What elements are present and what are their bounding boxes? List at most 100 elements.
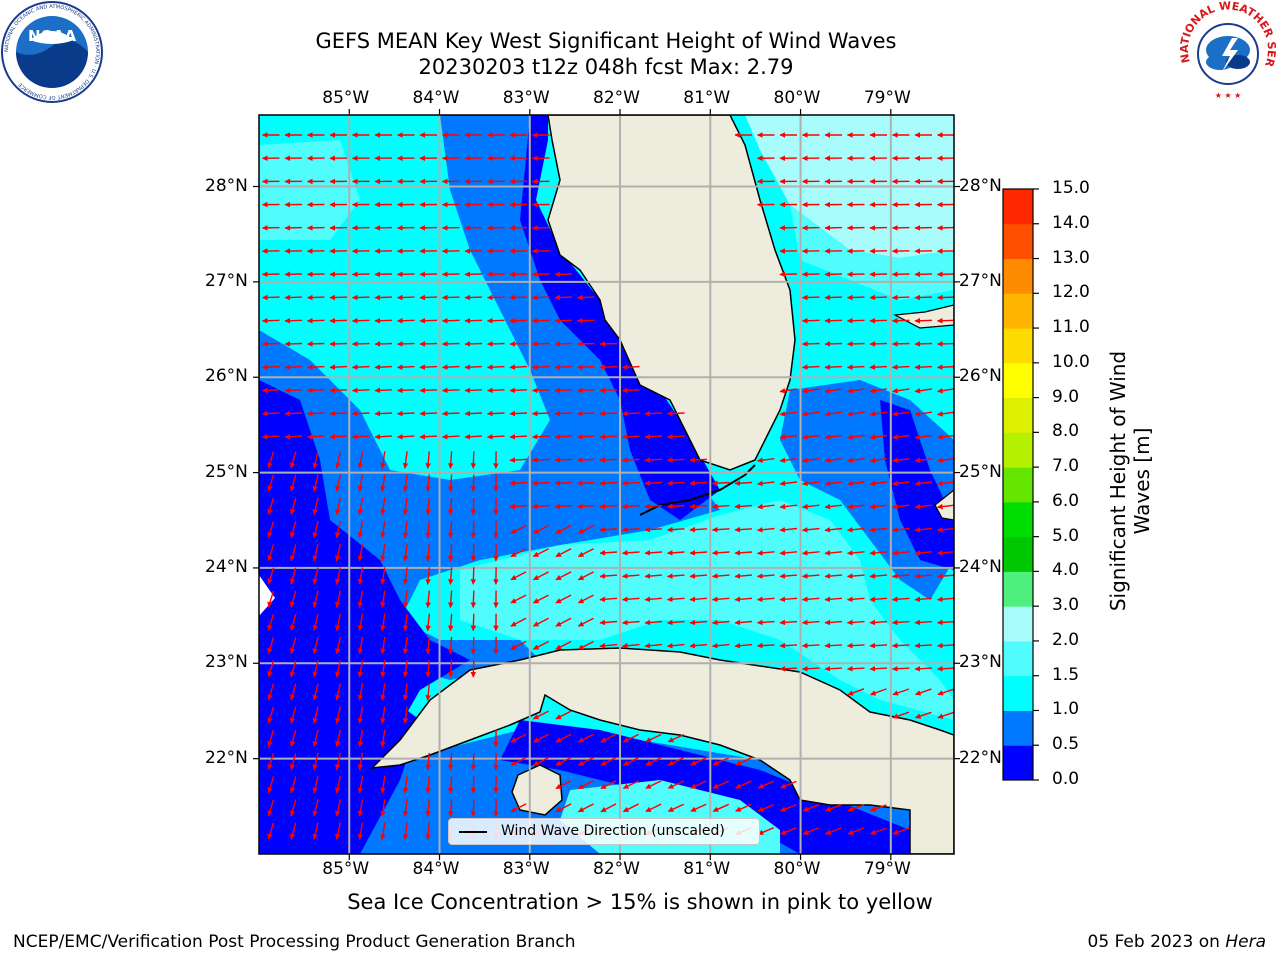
wave-arrow [267,706,275,724]
wave-arrow [644,457,663,463]
wave-arrow [824,666,843,672]
wave-arrow [914,364,933,370]
wave-arrow [464,294,483,301]
wave-arrow [312,451,319,469]
wave-arrow [312,497,319,516]
wave-arrow [869,666,888,672]
wave-arrow [425,451,431,469]
wave-arrow [576,434,595,440]
sea-ice-note: Sea Ice Concentration > 15% is shown in … [347,890,933,914]
wave-arrow [802,457,820,464]
wave-arrow [357,474,364,492]
wave-arrow [470,451,477,469]
wave-arrow [335,776,341,794]
lat-tick-label: 23°N [959,652,1002,673]
wave-arrow [577,594,594,604]
wave-arrow [509,294,528,301]
wave-arrow [756,619,775,626]
wave-arrow [532,548,549,558]
wave-arrow [891,619,910,626]
wave-arrow [801,294,820,301]
wave-arrow [667,803,684,813]
wave-arrow [554,387,573,394]
wave-arrow [531,480,550,486]
wave-arrow [284,364,303,370]
wave-arrow [666,480,685,486]
wave-arrow [711,550,730,556]
wave-arrow [891,666,910,672]
wave-arrow [531,341,550,347]
wave-arrow [447,799,454,817]
wave-arrow [531,434,550,440]
wave-arrow [351,341,370,347]
wave-arrow [869,503,887,510]
wave-arrow [267,729,275,747]
wave-arrow [335,636,341,655]
wave-arrow [554,294,573,301]
wave-arrow [396,387,415,394]
wave-arrow [734,642,753,649]
wave-arrow [357,752,364,771]
wave-arrow [402,590,409,608]
wave-arrow [554,480,573,486]
wave-arrow [937,387,954,394]
wave-arrow [555,803,572,813]
wave-arrow [306,387,325,394]
wave-arrow [289,497,297,515]
wave-arrow [621,480,640,486]
wave-arrow [801,642,820,649]
wave-arrow [621,457,640,463]
wave-arrow [645,757,662,766]
wave-arrow [802,827,820,835]
colorbar-tick-label: 13.0 [1052,247,1090,268]
wave-arrow [289,799,297,817]
wave-arrow [306,434,325,440]
wave-arrow [892,457,910,464]
wave-arrow [689,526,708,533]
wave-arrow [666,596,685,603]
wave-arrow [351,387,370,394]
wave-arrow [312,544,319,562]
wave-arrow [464,410,483,417]
wave-arrow [470,474,477,493]
wave-arrow [666,457,685,463]
wave-arrow [447,544,454,562]
wave-arrow [644,410,663,417]
wave-arrow [357,497,364,516]
wave-arrow [846,596,865,603]
colorbar-tick-label: 11.0 [1052,317,1090,338]
wave-arrow [936,666,954,672]
wave-arrow [644,573,663,579]
wave-arrow [555,617,572,627]
wave-arrow [847,457,865,464]
wave-arrow [869,550,888,556]
wave-arrow [914,642,933,649]
colorbar-tick-label: 7.0 [1052,456,1080,477]
wave-arrow [380,497,386,516]
wave-arrow [801,317,820,324]
sea-contour-1-5-w [259,140,360,240]
wave-arrow [510,571,527,581]
wave-arrow [711,619,730,626]
wave-arrow [914,711,932,719]
lon-tick-label: 82°W [593,859,640,879]
wave-arrow [335,497,341,516]
wave-arrow [600,803,617,813]
wave-arrow [425,822,431,841]
wave-arrow [441,341,460,347]
wave-arrow [801,573,820,579]
wave-arrow [470,660,477,678]
wave-arrow [402,660,409,678]
wave-arrow [306,341,325,347]
wave-arrow [621,550,640,556]
wave-arrow [510,733,527,743]
wave-arrow [892,387,910,394]
wave-arrow [267,497,275,515]
wave-arrow [824,642,843,649]
wave-arrow [869,341,888,347]
wave-arrow [374,317,393,324]
wave-arrow [380,660,386,678]
wave-arrow [622,780,639,790]
wave-arrow [380,520,386,539]
wave-arrow [666,642,685,649]
